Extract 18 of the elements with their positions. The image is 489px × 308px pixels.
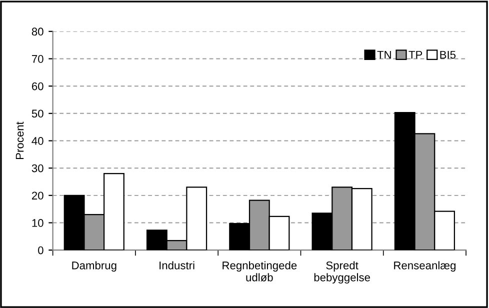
legend-label: BI5 (440, 50, 456, 59)
y-tick-label: 40 (32, 137, 44, 145)
y-tick-label: 0 (38, 246, 44, 254)
legend-label: TP (408, 50, 422, 59)
y-axis-title: Procent (16, 122, 24, 159)
y-tick-label: 20 (32, 192, 44, 200)
y-tick-label: 30 (32, 164, 44, 172)
x-tick-label: Renseanlæg (394, 261, 456, 272)
y-tick-label: 50 (32, 110, 44, 118)
y-tick-label: 60 (32, 82, 44, 90)
y-tick-label: 70 (32, 55, 44, 63)
legend-label: TN (377, 50, 391, 59)
x-tick-label: Dambrug (72, 261, 116, 272)
y-tick-label: 80 (32, 28, 44, 36)
y-tick-label: 10 (32, 219, 44, 227)
x-tick-label: Industri (160, 261, 194, 270)
x-tick-label: Spredt bebyggelse (314, 261, 370, 284)
x-tick-label: Regnbetingede udløb (222, 261, 297, 282)
